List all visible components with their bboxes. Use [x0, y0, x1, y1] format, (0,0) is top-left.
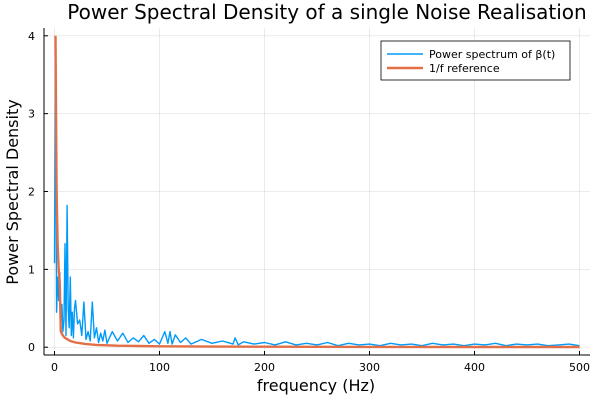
ticks: 0 100 200 300 400 500 0 1 2 3 4 [28, 30, 590, 374]
y-tick-label: 0 [28, 341, 35, 354]
legend-label-reference: 1/f reference [429, 62, 500, 75]
x-tick-label: 100 [149, 361, 170, 374]
y-tick-label: 1 [28, 263, 35, 276]
y-tick-label: 3 [28, 108, 35, 121]
y-tick-label: 4 [28, 30, 35, 43]
y-axis-title: Power Spectral Density [3, 99, 22, 284]
x-tick-label: 400 [464, 361, 485, 374]
x-axis-title: frequency (Hz) [257, 376, 375, 395]
y-tick-label: 2 [28, 186, 35, 199]
x-tick-label: 300 [359, 361, 380, 374]
legend-box [380, 40, 571, 81]
x-tick-label: 500 [569, 361, 590, 374]
legend: Power spectrum of β(t) 1/f reference [380, 40, 571, 81]
series-line-reference [54, 35, 580, 349]
chart-title: Power Spectral Density of a single Noise… [67, 0, 586, 24]
x-tick-label: 200 [254, 361, 275, 374]
x-tick-label: 0 [51, 361, 58, 374]
grid [44, 28, 590, 355]
series-line-power-spectrum [53, 44, 580, 347]
legend-label-spectrum: Power spectrum of β(t) [429, 48, 555, 61]
series-lines [53, 35, 580, 349]
